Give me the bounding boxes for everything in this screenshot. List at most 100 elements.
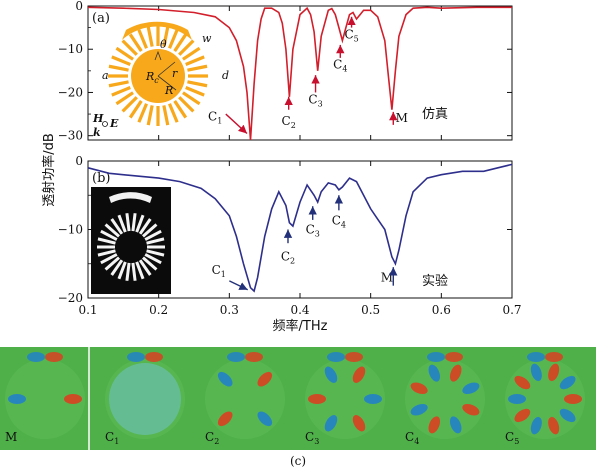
field-maps: M C1 C2 C3 C4 C5	[0, 347, 596, 450]
field-lobe	[64, 394, 82, 404]
field-map: M	[5, 352, 85, 444]
field-map-label: M	[5, 430, 17, 444]
field-disk	[405, 359, 485, 439]
spoke	[121, 96, 138, 113]
arc-lobe-cold	[427, 352, 445, 362]
y-tick-label: −10	[58, 223, 83, 237]
field-map-label: C3	[305, 430, 319, 446]
photo-spoke	[131, 213, 137, 232]
field-lobe	[364, 394, 382, 404]
arc-lobe-hot	[345, 352, 363, 362]
field-disk	[5, 359, 85, 439]
panel-a: (a) 0 −10 −20 −30 C1 C2 C3 C4 C5 M 仿真 θ w a d Rc…	[58, 0, 513, 143]
field-lobe	[8, 394, 26, 404]
field-map: C4	[405, 352, 485, 446]
photo-spoke	[138, 218, 152, 235]
x-tick-label: 0.5	[361, 303, 380, 317]
H-label: H	[92, 112, 104, 125]
x-tick-label: 0.6	[432, 303, 451, 317]
photo-spoke	[97, 249, 116, 257]
panel-b: (b) 0−10−200.1 0.2 0.3 0.4 0.5 0.6 0.7 C1C2C3C…	[58, 154, 522, 317]
spoke	[108, 64, 129, 72]
photo-spoke	[146, 237, 165, 245]
field-lobe	[308, 394, 326, 404]
field-lobe	[514, 375, 531, 390]
field-disk	[205, 359, 285, 439]
x-tick-label: 0.2	[149, 303, 168, 317]
field-lobe	[428, 364, 441, 382]
field-lobe	[352, 366, 366, 383]
E-label: E	[109, 117, 119, 130]
field-lobe	[530, 416, 542, 435]
panel-c-caption: (c)	[290, 454, 306, 468]
field-lobe	[324, 366, 338, 383]
photo-spoke	[144, 253, 162, 265]
photo-spoke	[100, 253, 118, 265]
photo-spoke	[117, 261, 127, 280]
spoke	[173, 33, 188, 52]
field-lobe	[217, 411, 233, 427]
field-lobe	[462, 403, 480, 416]
spoke	[111, 86, 131, 97]
spoke-array	[108, 26, 208, 126]
spoke	[146, 26, 154, 47]
spoke	[128, 100, 143, 119]
series-line-simulation	[87, 6, 512, 141]
photo-spoke	[110, 218, 124, 235]
photo-spoke	[125, 213, 131, 232]
annotation-arrow	[229, 280, 249, 291]
photo-spoke	[100, 229, 118, 241]
peak-label: C3	[308, 92, 322, 108]
field-lobe	[352, 415, 366, 432]
peak-label: M	[381, 271, 393, 285]
field-lobe	[217, 371, 233, 387]
panel-a-label: (a)	[92, 11, 110, 26]
peak-label: C1	[212, 263, 226, 279]
x-tick-label: 0.4	[290, 303, 309, 317]
field-map-label: C1	[105, 430, 119, 446]
spoke	[168, 103, 179, 123]
spoke	[182, 91, 201, 106]
y-tick-label: −20	[58, 85, 83, 99]
photo-spoke	[135, 214, 145, 233]
spoke	[111, 55, 131, 66]
w-label: w	[202, 32, 212, 45]
field-lobe	[449, 416, 462, 434]
arc-strip	[122, 21, 192, 40]
panel-a-annotations: C1 C2 C3 C4 C5 M	[208, 16, 408, 135]
photo-spoke	[125, 262, 131, 281]
photo-spoke	[141, 223, 158, 238]
spoke	[173, 100, 188, 119]
field-lobe	[410, 382, 428, 395]
d-label: d	[222, 69, 229, 82]
x-tick-label: 0.7	[502, 303, 521, 317]
field-map-strip	[0, 347, 596, 450]
photo-spoke	[144, 229, 162, 241]
field-lobe	[548, 416, 560, 435]
field-disk	[305, 359, 385, 439]
R-label: R	[164, 84, 173, 97]
x-tick-label: 0.3	[220, 303, 239, 317]
peak-label: C2	[281, 249, 295, 265]
panel-b-axes: 0 −10 −200.1 0.2 0.3 0.4 0.5 0.6 0.7	[58, 154, 522, 317]
arc-lobe-cold	[227, 352, 245, 362]
spoke	[162, 105, 170, 126]
photo-spokes	[97, 213, 165, 281]
field-lobe	[564, 394, 582, 404]
annotation-arrow	[225, 113, 248, 135]
arc-lobe-hot	[145, 352, 163, 362]
peak-label: C5	[344, 27, 358, 43]
y-tick-label: 0	[75, 154, 83, 168]
arc-lobe-cold	[527, 352, 545, 362]
field-map: C2	[205, 352, 285, 446]
arc-lobe-hot	[545, 352, 563, 362]
field-lobe	[324, 415, 338, 432]
peak-label: C3	[306, 223, 320, 239]
field-lobe	[548, 363, 560, 382]
photo-spoke	[146, 249, 165, 257]
photo-spoke	[131, 262, 137, 281]
spoke	[187, 64, 208, 72]
rc-label: Rc	[145, 70, 159, 85]
spoke	[187, 80, 208, 88]
